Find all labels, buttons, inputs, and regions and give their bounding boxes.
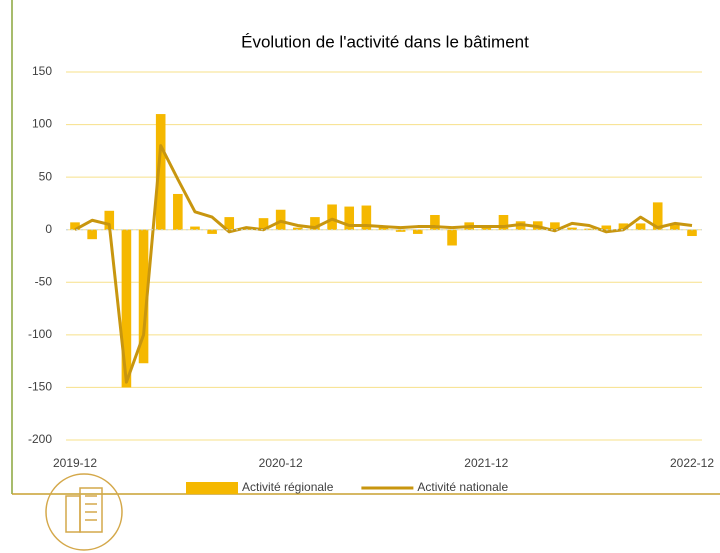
x-tick-label: 2020-12 bbox=[259, 456, 303, 470]
bar bbox=[310, 217, 320, 230]
bar bbox=[70, 222, 80, 230]
x-tick-label: 2021-12 bbox=[464, 456, 508, 470]
y-tick-label: -150 bbox=[28, 380, 52, 394]
bar bbox=[173, 193, 183, 230]
bar bbox=[670, 224, 680, 230]
bar bbox=[584, 228, 594, 230]
bar bbox=[361, 205, 372, 230]
bar bbox=[567, 227, 577, 230]
bar bbox=[293, 227, 303, 230]
y-tick-label: -200 bbox=[28, 432, 52, 446]
bar bbox=[327, 204, 337, 230]
bar bbox=[635, 223, 646, 230]
bar bbox=[87, 229, 97, 240]
y-tick-label: -100 bbox=[28, 327, 52, 341]
bar bbox=[258, 218, 269, 230]
logo bbox=[45, 473, 123, 551]
y-tick-label: 150 bbox=[32, 64, 52, 78]
y-tick-label: 50 bbox=[39, 169, 53, 183]
x-tick-label: 2019-12 bbox=[53, 456, 97, 470]
bar bbox=[652, 202, 663, 230]
bar bbox=[430, 214, 440, 230]
bar bbox=[618, 223, 629, 230]
bar bbox=[275, 209, 286, 230]
bar bbox=[224, 217, 235, 230]
bar bbox=[190, 226, 200, 230]
bar bbox=[121, 229, 132, 388]
bar bbox=[344, 206, 355, 230]
y-tick-label: 0 bbox=[45, 222, 52, 236]
legend-swatch bbox=[186, 482, 238, 494]
bar bbox=[207, 229, 217, 234]
bar bbox=[687, 229, 697, 237]
bar bbox=[138, 229, 149, 364]
bar bbox=[395, 229, 406, 232]
bar bbox=[241, 228, 252, 230]
bar bbox=[498, 214, 509, 230]
legend-label: Activité nationale bbox=[417, 480, 508, 494]
bar bbox=[447, 229, 457, 246]
bar bbox=[104, 210, 115, 230]
y-tick-label: 100 bbox=[32, 117, 52, 131]
legend-label: Activité régionale bbox=[242, 480, 334, 494]
bar bbox=[412, 229, 423, 234]
y-tick-label: -50 bbox=[35, 274, 53, 288]
bar bbox=[481, 226, 492, 230]
bar bbox=[155, 114, 166, 230]
line bbox=[74, 144, 693, 384]
bar bbox=[601, 225, 612, 230]
bar bbox=[550, 222, 560, 230]
chart-title: Évolution de l'activité dans le bâtiment bbox=[241, 32, 529, 51]
x-tick-label: 2022-12 bbox=[670, 456, 714, 470]
